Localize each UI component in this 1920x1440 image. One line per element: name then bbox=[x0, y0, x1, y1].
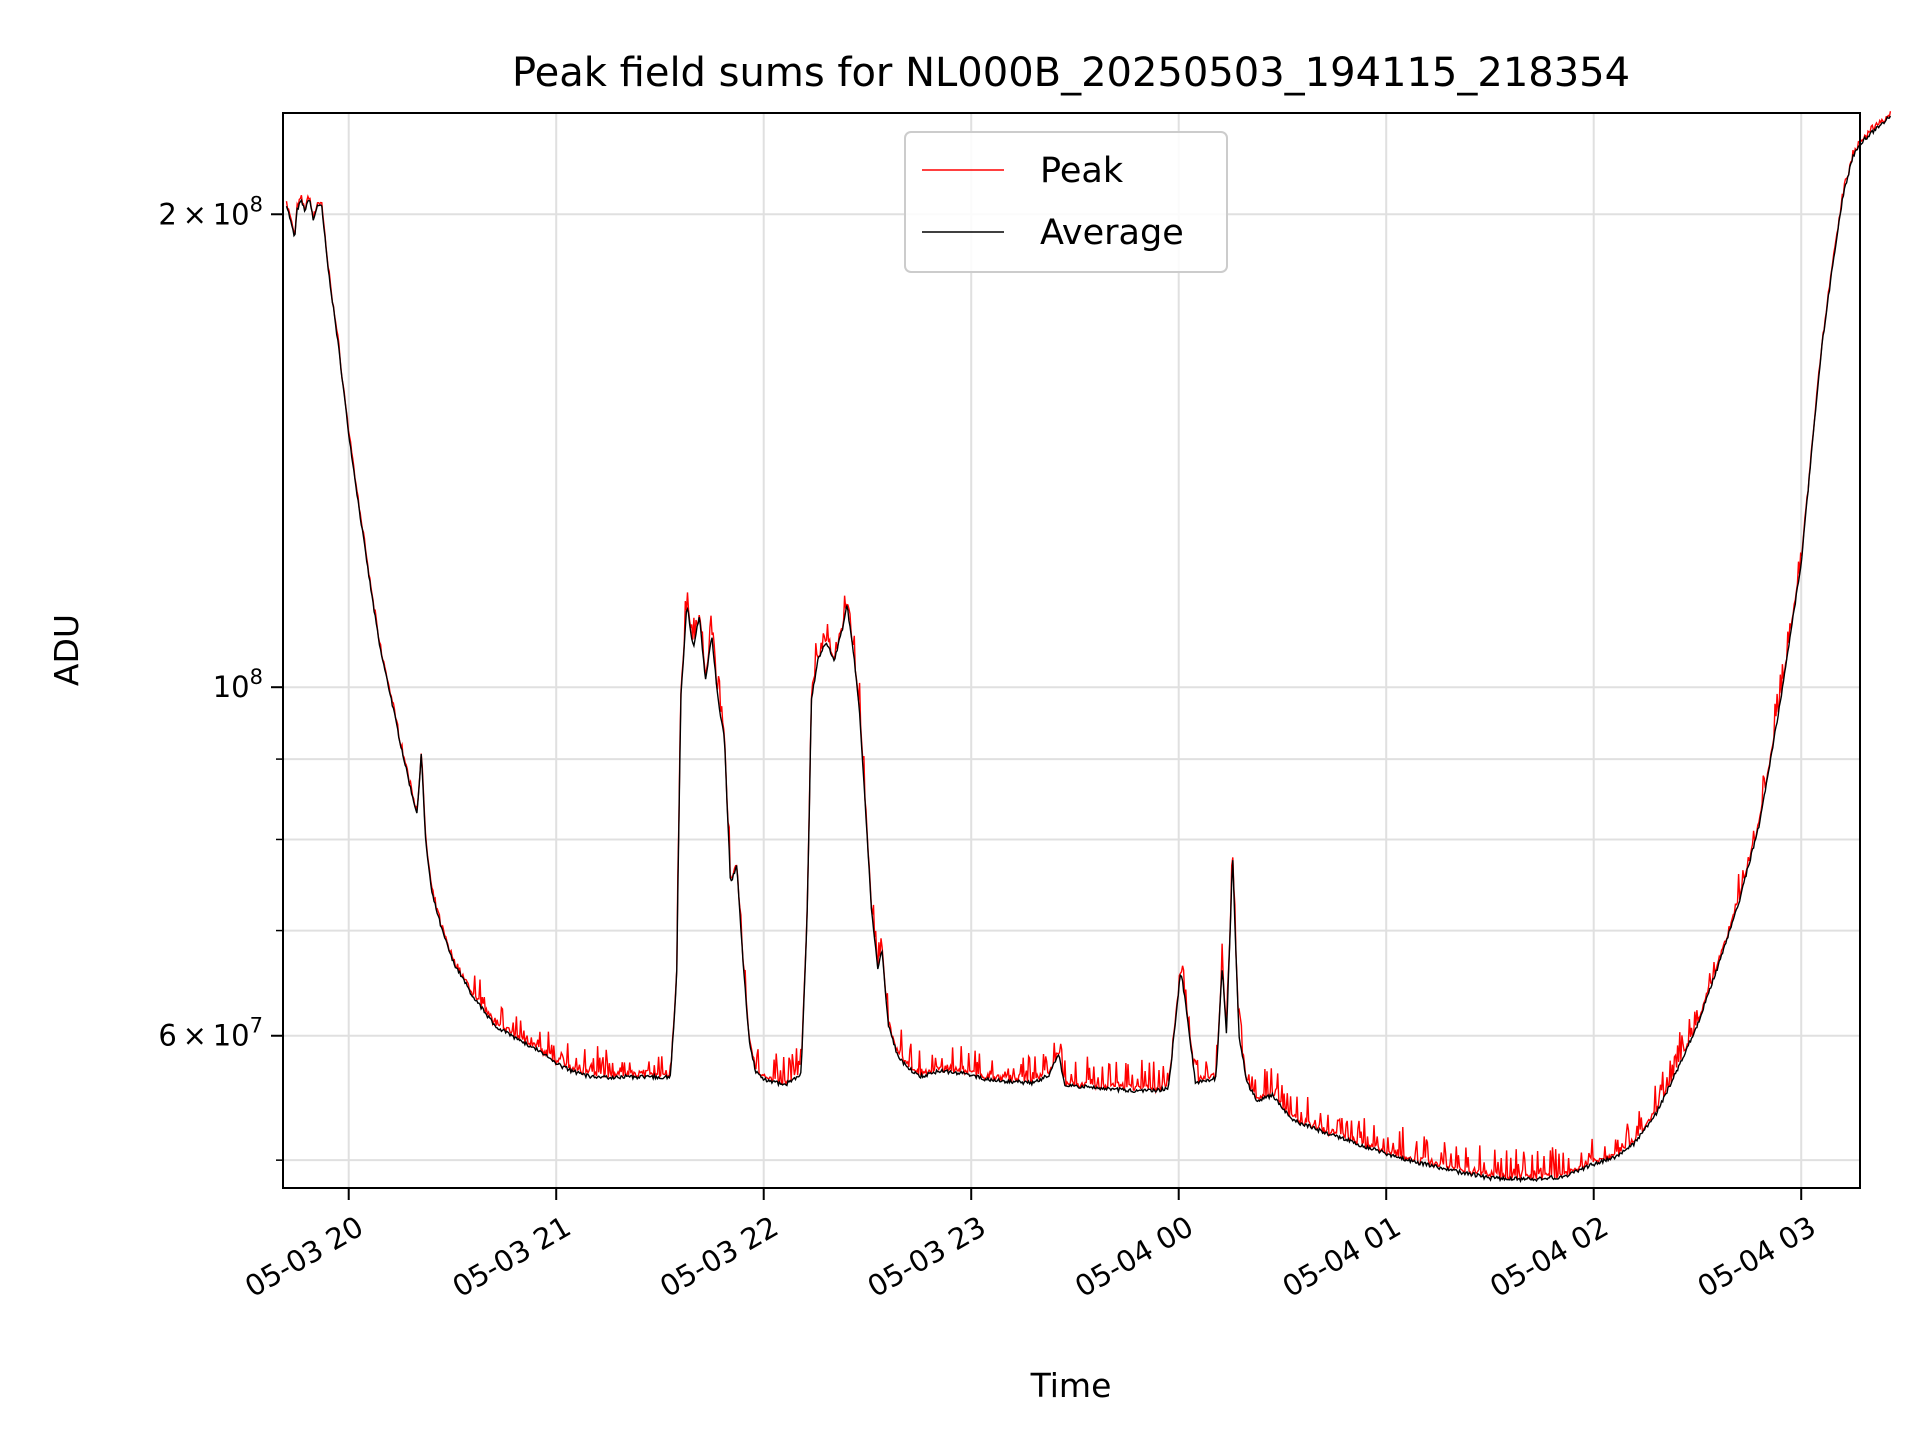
y-axis-label: ADU bbox=[47, 614, 86, 686]
series-line-peak bbox=[285, 111, 1892, 1180]
y-tick-label: 6 × 107 bbox=[158, 1014, 263, 1053]
legend-label-average: Average bbox=[1040, 213, 1184, 253]
series-layer bbox=[285, 111, 1892, 1184]
legend-label-peak: Peak bbox=[1040, 151, 1124, 191]
y-tick-label: 108 bbox=[213, 665, 263, 704]
y-tick-label: 2 × 108 bbox=[158, 192, 263, 231]
legend: Peak Average bbox=[904, 131, 1228, 273]
series-line-average bbox=[285, 115, 1892, 1184]
x-axis-label: Time bbox=[1030, 1366, 1112, 1405]
y-axis: 6 × 107 108 2 × 108 bbox=[158, 192, 283, 1161]
plot-frame bbox=[282, 112, 1861, 1189]
chart-title: Peak field sums for NL000B_20250503_1941… bbox=[512, 50, 1630, 96]
legend-box bbox=[904, 131, 1228, 273]
